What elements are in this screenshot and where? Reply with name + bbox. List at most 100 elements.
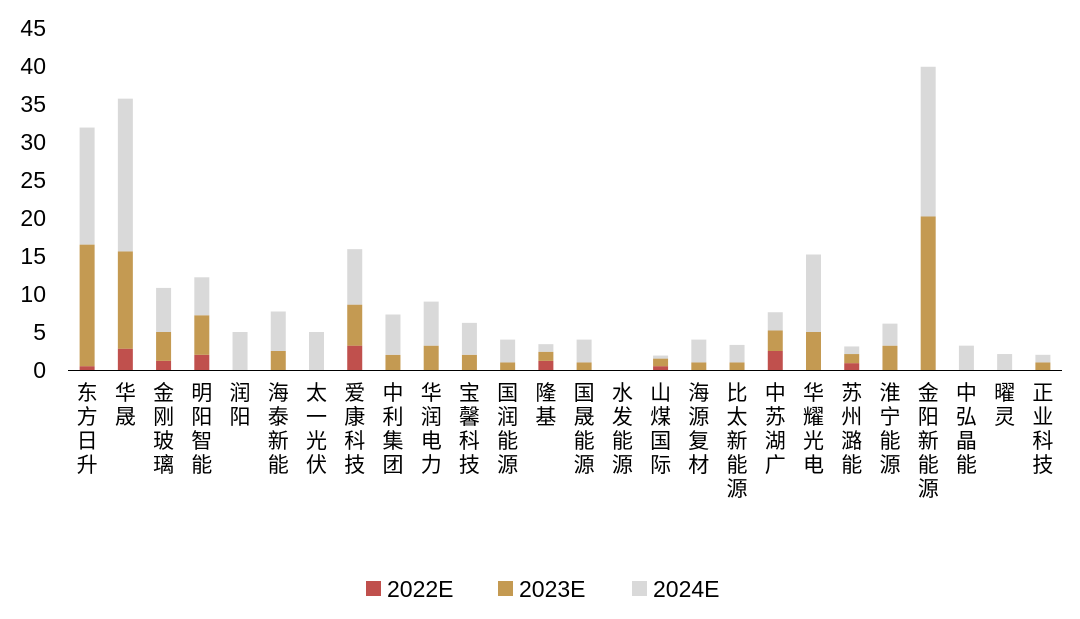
- x-tick-label: 中弘晶能: [956, 381, 977, 477]
- bar-segment-2023e: [385, 354, 401, 370]
- bar-segment-2024e: [806, 254, 821, 332]
- x-tick-label: 金刚玻璃: [153, 381, 174, 477]
- bar-segment-2023e: [844, 354, 860, 364]
- bar-segment-2024e: [997, 354, 1013, 370]
- y-tick-label: 10: [20, 281, 46, 307]
- y-axis-ticks: 0 5 10 15 20 25 30 35 40 45: [20, 15, 46, 383]
- x-tick-label: 国晟能源: [574, 381, 595, 477]
- legend-label-2024e: 2024E: [653, 576, 720, 602]
- x-tick-label: 润阳: [230, 381, 251, 429]
- bar-segment-2023e: [1035, 362, 1051, 370]
- bar-segment-2024e: [958, 345, 974, 370]
- bar-segment-2024e: [79, 127, 95, 245]
- x-tick-label: 海源复材: [688, 381, 709, 477]
- bar-segment-2023e: [576, 362, 592, 370]
- x-tick-label: 华耀光电: [803, 381, 824, 477]
- x-tick-label: 正业科技: [1032, 381, 1053, 477]
- x-tick-label: 金阳新能源: [918, 381, 939, 501]
- legend-swatch-2023e: [498, 581, 513, 596]
- x-tick-label: 中利集团: [382, 381, 403, 477]
- x-tick-label: 苏州潞能: [841, 381, 862, 477]
- bar-segment-2024e: [194, 277, 210, 316]
- bar-segment-2024e: [729, 344, 745, 363]
- bar-segment-2024e: [920, 66, 936, 217]
- y-tick-label: 0: [33, 357, 46, 383]
- y-tick-label: 25: [20, 167, 46, 193]
- bar-segment-2024e: [347, 249, 363, 305]
- y-tick-label: 15: [20, 243, 46, 269]
- legend-swatch-2024e: [632, 581, 647, 596]
- bar-segment-2024e: [270, 311, 286, 351]
- bar-segment-2024e: [767, 312, 783, 331]
- bar-segment-2023e: [117, 251, 133, 349]
- bar-segment-2024e: [385, 314, 401, 355]
- bar-segment-2024e: [844, 346, 860, 355]
- bar-segment-2022e: [347, 345, 363, 370]
- y-tick-label: 40: [20, 53, 46, 79]
- bar-segment-2023e: [500, 362, 516, 370]
- bar-segment-2022e: [79, 366, 95, 370]
- x-tick-label: 中苏湖广: [765, 381, 786, 477]
- x-tick-label: 海泰新能: [268, 381, 289, 477]
- bar-segment-2024e: [423, 301, 439, 346]
- bar-segment-2024e: [156, 287, 172, 332]
- y-tick-label: 20: [20, 205, 46, 231]
- bar-segment-2022e: [653, 366, 669, 370]
- x-tick-label: 水发能源: [612, 381, 633, 477]
- bar-segment-2023e: [79, 244, 95, 367]
- bar-segment-2024e: [1035, 354, 1051, 363]
- x-tick-label: 华润电力: [421, 381, 442, 477]
- bar-segment-2023e: [767, 330, 783, 351]
- legend-label-2023e: 2023E: [519, 576, 586, 602]
- legend-swatch-2022e: [366, 581, 381, 596]
- x-tick-label: 明阳智能: [191, 381, 212, 477]
- bar-segment-2023e: [806, 332, 821, 370]
- y-tick-label: 5: [33, 319, 46, 345]
- bar-segment-2024e: [500, 339, 516, 363]
- bar-segment-2023e: [729, 362, 745, 370]
- bar-segment-2023e: [194, 315, 210, 355]
- bar-segment-2023e: [270, 351, 286, 370]
- bar-segment-2024e: [882, 323, 898, 346]
- bar-segment-2024e: [232, 332, 248, 370]
- legend: 2022E 2023E 2024E: [366, 576, 720, 602]
- bar-segment-2022e: [156, 360, 172, 370]
- legend-label-2022e: 2022E: [387, 576, 454, 602]
- bar-segment-2023e: [920, 216, 936, 370]
- bar-segment-2022e: [844, 363, 860, 370]
- bar-segment-2024e: [309, 332, 324, 370]
- bar-segment-2024e: [461, 322, 477, 355]
- bar-segment-2023e: [538, 351, 554, 361]
- bars-layer: [79, 66, 1051, 370]
- bar-segment-2023e: [691, 362, 707, 370]
- bar-segment-2024e: [691, 339, 707, 363]
- x-tick-label: 华晟: [115, 381, 136, 429]
- bar-segment-2024e: [576, 339, 592, 363]
- y-tick-label: 45: [20, 15, 46, 41]
- bar-segment-2024e: [538, 344, 554, 352]
- x-tick-label: 爱康科技: [344, 381, 365, 477]
- x-tick-label: 比太新能源: [727, 381, 748, 501]
- bar-segment-2023e: [461, 354, 477, 370]
- x-tick-label: 东方日升: [77, 381, 98, 477]
- x-tick-label: 太一光伏: [306, 381, 327, 477]
- x-tick-label: 山煤国际: [650, 381, 671, 477]
- bar-segment-2023e: [653, 358, 669, 367]
- bar-segment-2023e: [347, 304, 363, 346]
- bar-segment-2022e: [194, 354, 210, 370]
- bar-segment-2022e: [767, 351, 783, 370]
- bar-segment-2023e: [882, 345, 898, 370]
- bar-segment-2023e: [156, 332, 172, 361]
- y-tick-label: 35: [20, 91, 46, 117]
- bar-segment-2024e: [653, 355, 669, 359]
- y-tick-label: 30: [20, 129, 46, 155]
- bar-segment-2023e: [423, 345, 439, 370]
- bar-segment-2022e: [117, 348, 133, 370]
- bar-segment-2024e: [117, 98, 133, 252]
- x-tick-label: 淮宁能源: [879, 381, 900, 477]
- bar-segment-2022e: [538, 360, 554, 370]
- x-tick-label: 国润能源: [497, 381, 518, 477]
- x-tick-label: 隆基: [535, 381, 556, 429]
- x-tick-label: 宝馨科技: [459, 381, 480, 477]
